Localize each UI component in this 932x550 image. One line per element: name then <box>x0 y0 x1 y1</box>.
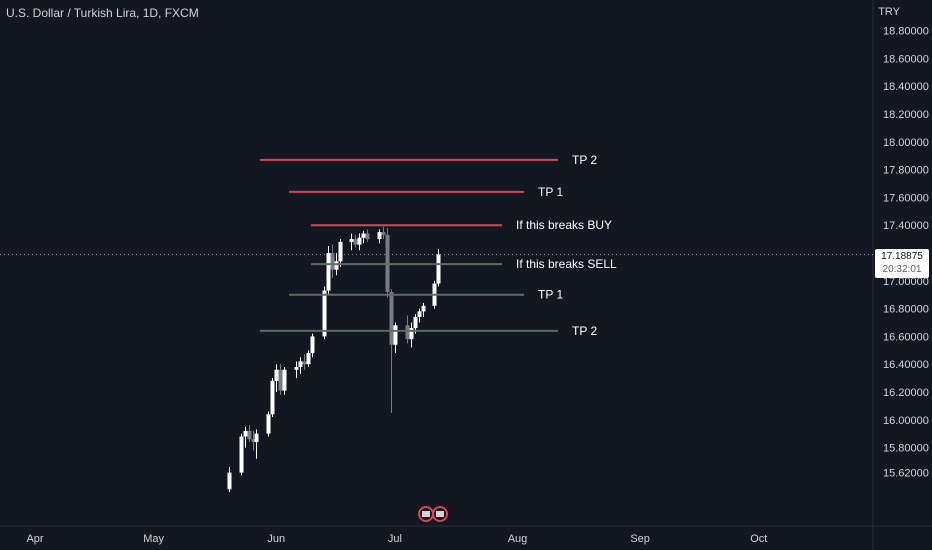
y-tick-label: 16.80000 <box>883 304 929 316</box>
bar-countdown: 20:32:01 <box>882 264 922 275</box>
event-flag-inner <box>422 511 430 517</box>
candle-body <box>338 241 343 262</box>
candle-body <box>405 325 410 340</box>
y-tick-label: 18.80000 <box>883 26 929 38</box>
candle-body <box>294 366 299 370</box>
candle-body <box>227 472 232 490</box>
y-tick-label: 17.60000 <box>883 192 929 204</box>
candle-body <box>243 430 248 437</box>
candle-body <box>282 369 287 391</box>
resistance-label: If this breaks BUY <box>516 218 612 232</box>
y-tick-label: 16.20000 <box>883 387 929 399</box>
y-tick-label: 16.40000 <box>883 359 929 371</box>
support-label: TP 1 <box>538 288 563 302</box>
candle-body <box>274 369 279 381</box>
candle-body <box>377 232 382 240</box>
candle-body <box>417 311 422 317</box>
x-tick-label: Jul <box>388 533 402 545</box>
x-tick-label: May <box>143 533 164 545</box>
candle-body <box>409 328 414 340</box>
candle-body <box>247 430 252 440</box>
candle-body <box>389 291 394 345</box>
x-tick-label: Oct <box>750 533 767 545</box>
candle-body <box>254 433 259 443</box>
symbol-title[interactable]: U.S. Dollar / Turkish Lira, 1D, FXCM <box>6 6 199 20</box>
y-tick-label: 16.60000 <box>883 331 929 343</box>
candle-body <box>306 353 311 365</box>
candle-body <box>239 436 244 473</box>
candle-body <box>393 325 398 345</box>
candle-body <box>353 239 358 245</box>
x-tick-label: Aug <box>508 533 528 545</box>
candle-body <box>251 439 256 443</box>
candle-body <box>334 261 339 270</box>
y-tick-label: 17.40000 <box>883 220 929 232</box>
x-tick-label: Jun <box>267 533 285 545</box>
candle-body <box>322 290 327 337</box>
candle-body <box>330 253 335 270</box>
y-tick-label: 18.00000 <box>883 137 929 149</box>
candle-body <box>302 361 307 365</box>
currency-label: TRY <box>878 6 900 18</box>
candle-body <box>436 254 441 284</box>
candle-body <box>349 239 354 242</box>
last-price-value: 17.18875 <box>881 251 923 262</box>
y-tick-label: 17.80000 <box>883 165 929 177</box>
candle-body <box>421 305 426 312</box>
support-label: If this breaks SELL <box>516 257 617 271</box>
candle-body <box>270 380 275 415</box>
candle-body <box>357 237 362 245</box>
y-tick-label: 18.40000 <box>883 81 929 93</box>
resistance-label: TP 1 <box>538 185 563 199</box>
candle-body <box>266 414 271 434</box>
candle-body <box>361 233 366 238</box>
candle-body <box>298 361 303 367</box>
candle-body <box>310 336 315 354</box>
resistance-label: TP 2 <box>572 153 597 167</box>
y-tick-label: 17.00000 <box>883 276 929 288</box>
y-tick-label: 15.62000 <box>883 468 929 480</box>
y-tick-label: 18.20000 <box>883 109 929 121</box>
support-label: TP 2 <box>572 324 597 338</box>
candle-body <box>278 369 283 391</box>
event-flag-inner <box>436 511 444 517</box>
y-tick-label: 18.60000 <box>883 53 929 65</box>
x-tick-label: Sep <box>630 533 650 545</box>
candle-body <box>365 233 370 240</box>
y-tick-label: 15.80000 <box>883 443 929 455</box>
y-tick-label: 16.00000 <box>883 415 929 427</box>
candle-body <box>413 316 418 329</box>
candle-body <box>326 253 331 291</box>
x-tick-label: Apr <box>26 533 43 545</box>
last-price-label: 17.18875 20:32:01 <box>875 249 929 278</box>
candle-body <box>381 232 386 235</box>
